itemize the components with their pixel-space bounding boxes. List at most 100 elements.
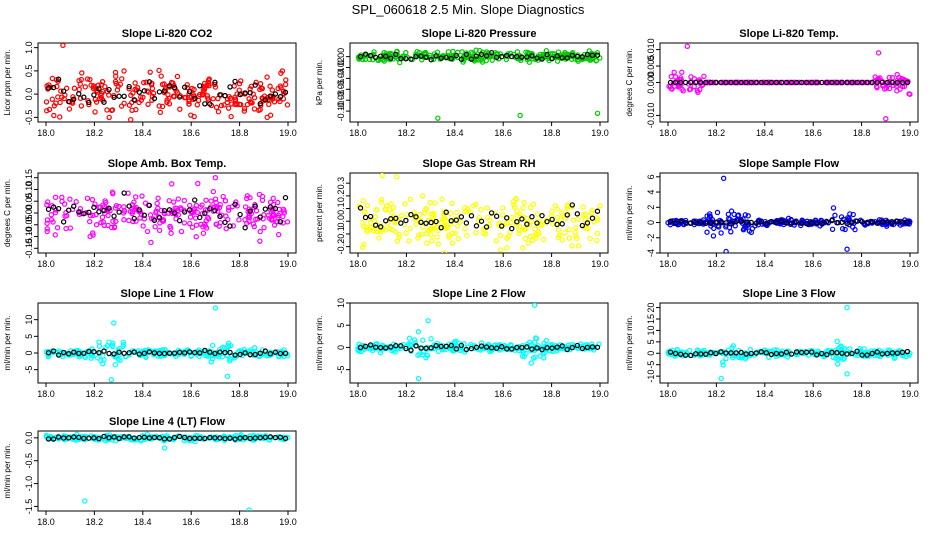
x-tick-label: 18.6: [182, 128, 200, 138]
data-point: [541, 236, 547, 243]
data-point-overlay: [252, 82, 258, 88]
data-point-overlay: [267, 351, 274, 357]
data-point: [818, 217, 824, 224]
data-point-overlay: [372, 344, 379, 350]
chart-title: Slope Line 4 (LT) Flow: [109, 416, 225, 428]
y-tick-label: 0.0: [24, 88, 34, 101]
data-point: [562, 230, 568, 236]
data-point: [745, 213, 751, 219]
points-layer: [43, 305, 291, 383]
y-tick-label: 0.0: [24, 432, 34, 445]
data-point-overlay: [728, 221, 734, 227]
data-point: [407, 225, 413, 232]
data-point-overlay: [151, 95, 158, 102]
data-point-overlay: [698, 219, 704, 226]
data-point: [728, 208, 735, 214]
data-point-overlay: [554, 53, 560, 59]
data-point: [885, 347, 891, 353]
data-point-overlay: [713, 79, 719, 86]
data-point-overlay: [282, 350, 289, 357]
data-point: [448, 221, 454, 227]
points-layer: [356, 173, 603, 253]
x-tick-label: 19.0: [279, 517, 297, 527]
data-point-overlay: [76, 434, 82, 441]
data-point: [205, 214, 211, 221]
data-point: [834, 338, 840, 345]
data-point: [277, 210, 283, 217]
data-point: [435, 348, 442, 355]
x-tick-label: 18.8: [853, 128, 871, 138]
data-point-overlay: [282, 89, 289, 96]
data-point-overlay: [186, 435, 193, 442]
data-point-overlay: [408, 56, 414, 62]
data-point-overlay: [252, 203, 258, 209]
data-point: [284, 219, 291, 225]
data-point-overlay: [212, 207, 218, 214]
data-point: [710, 233, 717, 239]
data-point-overlay: [544, 51, 550, 58]
data-point: [92, 109, 98, 115]
data-point: [156, 227, 163, 234]
data-point-overlay: [519, 216, 525, 222]
data-point-overlay: [783, 79, 790, 86]
data-point-overlay: [854, 348, 860, 354]
data-point-overlay: [869, 218, 875, 225]
data-point-overlay: [367, 52, 374, 59]
data-point-overlay: [829, 349, 835, 356]
data-point-overlay: [544, 218, 550, 225]
data-point: [364, 202, 371, 209]
data-point: [525, 240, 531, 246]
data-point-overlay: [237, 351, 243, 358]
data-point-overlay: [524, 344, 530, 350]
data-point: [418, 231, 425, 237]
data-point: [144, 228, 151, 235]
data-point-overlay: [377, 344, 384, 351]
data-point-overlay: [682, 352, 689, 358]
data-point-overlay: [534, 55, 540, 61]
data-point-overlay: [247, 90, 253, 96]
x-tick-label: 18.4: [756, 389, 774, 399]
data-point: [594, 237, 600, 244]
data-point-overlay: [106, 435, 112, 441]
data-point-overlay: [793, 349, 800, 355]
data-point: [88, 355, 94, 361]
data-point: [377, 229, 384, 235]
data-point: [231, 355, 238, 361]
data-point: [732, 223, 738, 229]
data-point-overlay: [126, 203, 132, 209]
data-point-overlay: [758, 219, 764, 225]
data-point-overlay: [141, 350, 148, 357]
data-point-overlay: [819, 350, 825, 357]
data-point-overlay: [131, 97, 137, 103]
data-point: [108, 224, 115, 231]
outlier-point: [224, 373, 231, 380]
data-point: [527, 204, 534, 211]
data-point-overlay: [55, 434, 62, 440]
data-point-overlay: [728, 350, 734, 356]
data-point: [194, 102, 200, 108]
data-point: [429, 238, 435, 244]
x-tick-label: 18.2: [708, 259, 726, 269]
x-tick-label: 18.4: [756, 128, 774, 138]
data-point-overlay: [272, 349, 279, 355]
data-point: [199, 202, 205, 208]
data-point-overlay: [181, 209, 188, 215]
data-point: [894, 71, 900, 78]
data-point: [741, 79, 748, 86]
data-point: [549, 208, 555, 214]
data-point: [192, 215, 199, 221]
data-point-overlay: [81, 210, 87, 217]
data-point: [533, 335, 539, 341]
data-point: [835, 361, 841, 367]
y-tick-label: 0.010: [646, 38, 656, 61]
data-point-overlay: [403, 345, 409, 352]
data-point: [155, 195, 161, 201]
data-point: [98, 94, 105, 101]
data-point-overlay: [272, 205, 279, 212]
x-tick-label: 18.8: [853, 389, 871, 399]
data-point-overlay: [529, 346, 535, 352]
data-point: [119, 76, 125, 82]
data-point-overlay: [146, 349, 153, 355]
data-point-overlay: [227, 435, 233, 441]
data-point: [242, 204, 249, 210]
